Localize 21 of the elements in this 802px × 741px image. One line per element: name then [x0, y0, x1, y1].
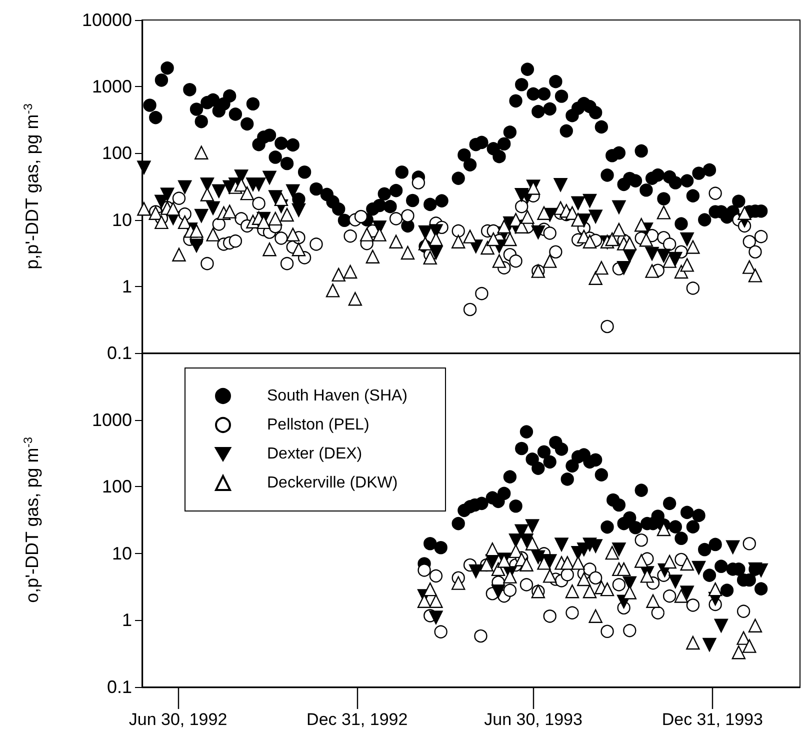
y-tick-label: 10 [112, 543, 132, 564]
y-tick-label: 1000 [92, 410, 132, 430]
y-tick-label: 10000 [82, 10, 132, 30]
y-tick-label: 100 [102, 476, 132, 497]
x-tick-label: Dec 31, 1992 [306, 710, 408, 729]
x-tick-label: Dec 31, 1993 [662, 710, 763, 729]
y-tick-label: 1 [122, 610, 132, 630]
legend-label: Pellston (PEL) [267, 416, 370, 434]
y-axis-title: o,p'-DDT gas, pg m-3 [21, 436, 42, 603]
y-axis-title: p,p'-DDT gas, pg m-3 [21, 103, 42, 270]
y-tick-label: 100 [102, 143, 132, 164]
y-tick-label: 1000 [92, 76, 132, 97]
y-tick-label: 1 [122, 276, 132, 296]
legend-label: Dexter (DEX) [267, 446, 362, 462]
x-tick-label: Jun 30, 1992 [128, 710, 228, 729]
x-tick-label: Jun 30, 1993 [484, 710, 582, 729]
legend-label: Deckerville (DKW) [267, 474, 398, 492]
y-tick-label: 0.1 [106, 677, 132, 697]
y-tick-label: 10 [112, 210, 132, 230]
legend-label: South Haven (SHA) [267, 388, 408, 404]
y-tick-label: 0.1 [106, 343, 132, 363]
